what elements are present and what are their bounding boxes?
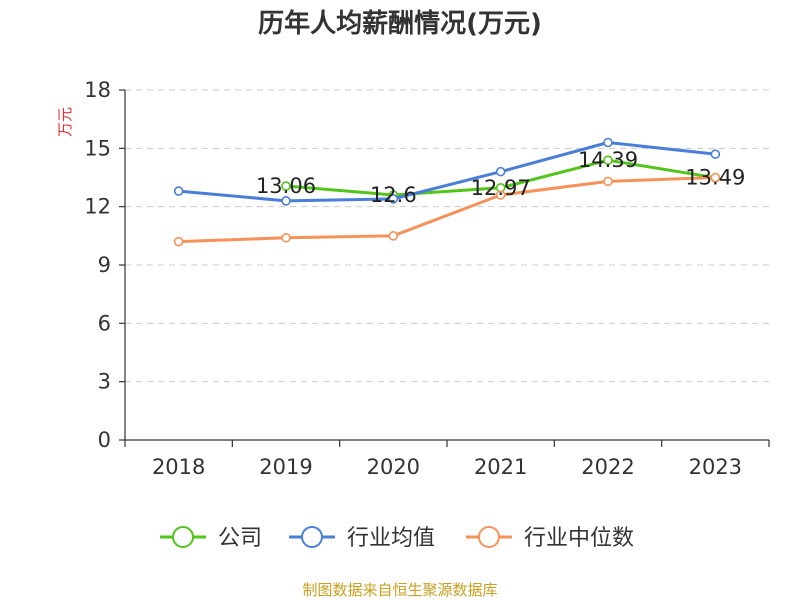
data-point[interactable]: [281, 232, 291, 243]
y-tick-label: 12: [84, 195, 111, 219]
x-tick-label: 2020: [367, 455, 420, 479]
legend-label: 公司: [218, 526, 262, 551]
x-tick-label: 2023: [689, 455, 742, 479]
data-point[interactable]: [173, 236, 184, 247]
data-label: 12.6: [370, 183, 417, 207]
axes: 0 3 6 9 12 15 18 2018 2019 2020 2021 2022 2023: [84, 78, 770, 479]
legend[interactable]: 公司 行业均值 行业中位数: [160, 526, 634, 551]
legend-label: 行业中位数: [524, 526, 634, 551]
x-tick-label: 2022: [581, 455, 634, 479]
data-point[interactable]: [388, 231, 399, 241]
series-lines: [173, 137, 721, 247]
data-point[interactable]: [173, 186, 184, 196]
grid-lines: [125, 89, 769, 383]
data-point[interactable]: [495, 190, 506, 200]
y-axis-label: 万元: [56, 107, 74, 137]
chart-title: 历年人均薪酬情况(万元): [258, 8, 542, 39]
data-point[interactable]: [281, 196, 291, 206]
legend-item[interactable]: 公司: [160, 526, 262, 551]
data-point[interactable]: [710, 149, 721, 159]
y-tick-label: 15: [84, 136, 111, 160]
series-line: [178, 176, 716, 244]
x-tick-label: 2021: [474, 455, 527, 479]
y-tick-label: 9: [98, 253, 111, 277]
data-label: 14.39: [578, 148, 638, 172]
data-point[interactable]: [603, 155, 613, 165]
data-point[interactable]: [388, 194, 399, 204]
y-tick-label: 3: [98, 370, 111, 394]
legend-marker: [301, 526, 323, 548]
data-point[interactable]: [603, 137, 613, 148]
data-label: 13.49: [685, 166, 745, 190]
legend-marker: [172, 526, 194, 548]
data-point[interactable]: [495, 166, 506, 177]
legend-label: 行业均值: [347, 526, 435, 551]
series-line: [178, 141, 716, 203]
y-tick-label: 18: [84, 78, 111, 102]
y-tick-label: 0: [98, 428, 111, 452]
legend-item[interactable]: 行业中位数: [466, 526, 634, 551]
y-tick-label: 6: [98, 311, 111, 335]
data-point[interactable]: [710, 172, 721, 183]
x-tick-label: 2019: [259, 455, 312, 479]
legend-marker: [478, 526, 500, 548]
data-label: 12.97: [471, 176, 531, 200]
data-labels: 13.06 12.6 12.97 14.39 13.49: [256, 148, 745, 207]
source-note: 制图数据来自恒生聚源数据库: [302, 581, 497, 599]
data-point[interactable]: [281, 181, 291, 191]
data-label: 13.06: [256, 174, 316, 198]
legend-item[interactable]: 行业均值: [289, 526, 435, 551]
data-point[interactable]: [603, 176, 613, 187]
x-tick-label: 2018: [152, 455, 205, 479]
